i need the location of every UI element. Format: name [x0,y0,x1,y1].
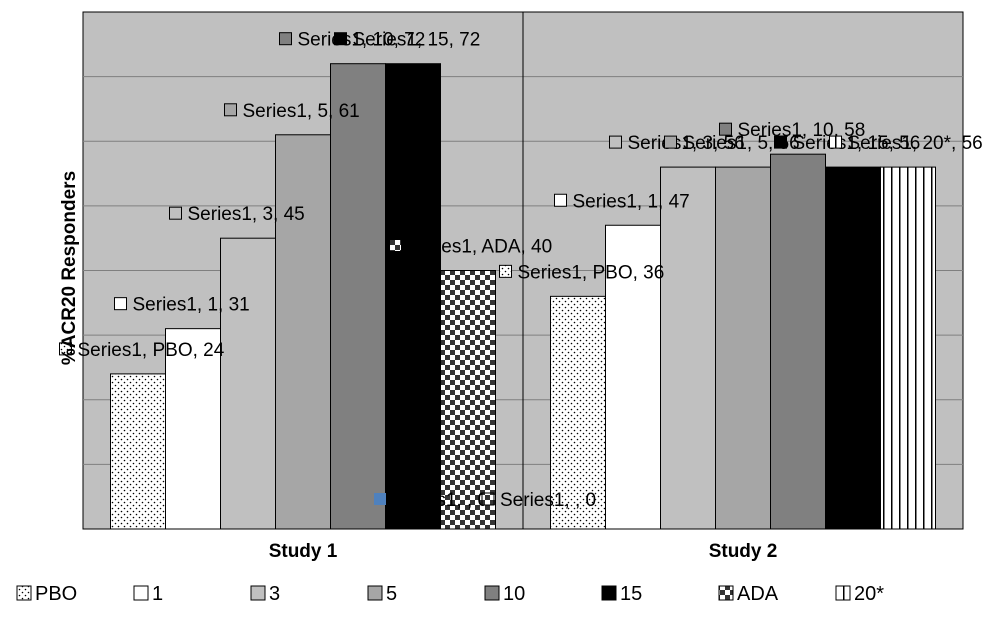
bar-d10-2 [770,153,826,530]
legend-label: ADA [737,583,779,605]
legend-swatch-d1 [133,585,149,601]
data-label: Series1, , 0 [392,490,488,511]
data-label-marker [719,122,732,136]
data-label-marker [169,206,182,220]
legend-swatch-d15 [601,585,617,601]
data-label-marker [389,239,402,252]
data-label-marker [481,492,495,506]
data-label-marker [554,193,567,207]
bar-d5-2 [715,166,771,530]
data-label-marker [59,342,72,356]
legend-label: 10 [503,583,525,605]
data-label: Series1, 20*, 56 [848,133,983,154]
data-label-marker [829,135,842,149]
bar-d15-1 [385,63,441,530]
data-label-marker [114,297,127,311]
data-label: Series1, 10, 72 [298,30,426,51]
data-label: Series1, 1, 31 [133,295,250,316]
legend-swatch-d3 [250,585,266,601]
data-label-marker [224,103,237,117]
data-label: Series1, PBO, 36 [518,262,665,283]
legend-label: 3 [269,583,280,605]
legend-label: 5 [386,583,397,605]
data-label: Series1, 5, 56 [683,133,800,154]
legend-swatch-d10 [484,585,500,601]
legend-label: 15 [620,583,642,605]
data-label: Series1, ADA, 40 [408,237,553,258]
legend-label: 20* [854,583,884,605]
data-label: Series1, 5, 61 [243,101,360,122]
bar-d3-2 [660,166,716,530]
data-label-marker [609,135,622,149]
data-label: Series1, 15, 72 [353,30,481,51]
data-label: Series1, 3, 45 [188,204,305,225]
bar-d20-2 [880,166,936,530]
bar-d5-1 [275,134,331,530]
legend-swatch-d5 [367,585,383,601]
legend-label: 1 [152,583,163,605]
data-label-marker [279,32,292,46]
data-label-marker [774,135,787,149]
data-label: Series1, 15, 56 [793,133,921,154]
data-label: Series1, , 0 [500,490,596,511]
data-label-marker [374,493,386,505]
bar-d15-2 [825,166,881,530]
category-label: Study 1 [269,541,338,562]
data-label-marker [499,264,512,278]
bar-pbo-1 [110,373,166,530]
legend-swatch-ada [718,585,734,601]
data-label-marker [334,32,347,46]
data-label: Series1, 3, 56 [628,133,745,154]
bar-d10-1 [330,63,386,530]
legend-label: PBO [35,583,77,605]
bar-d1-1 [165,328,221,530]
data-label: Series1, PBO, 24 [78,340,225,361]
y-axis-label: %ACR20 Responders [59,171,80,365]
bar-ada-1 [440,270,496,530]
category-label: Study 2 [709,541,778,562]
bar-d3-1 [220,237,276,530]
legend-swatch-pbo [16,585,32,601]
legend-swatch-d20 [835,585,851,601]
data-label: Series1, 1, 47 [573,191,690,212]
data-label-marker [664,135,677,149]
